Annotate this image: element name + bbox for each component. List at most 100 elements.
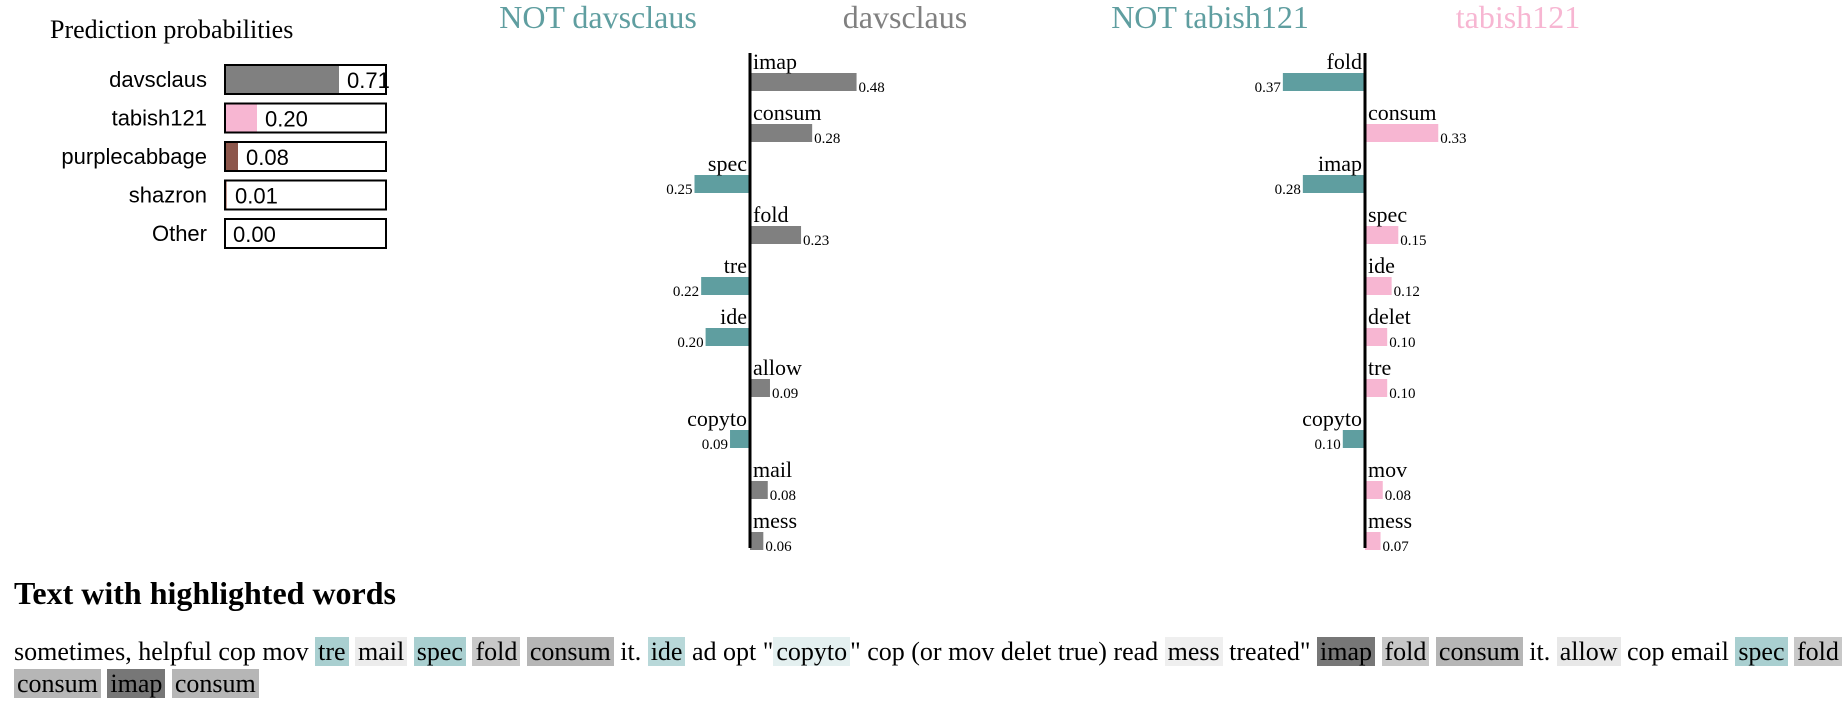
probability-value: 0.20 [265,107,308,132]
highlighted-word: fold [1381,637,1430,666]
feature-label: fold [1327,49,1362,74]
probability-value: 0.01 [235,184,278,209]
feature-bar [750,379,770,397]
probability-bar [225,65,339,94]
feature-value: 0.23 [803,233,829,249]
highlighted-word: spec [413,637,466,666]
highlighted-word: consum [14,669,101,698]
highlighted-word: ide [647,637,686,666]
feature-label: ide [720,304,747,329]
plain-text: treated" [1222,637,1318,666]
feature-value: 0.33 [1440,131,1466,147]
feature-label: copyto [1302,406,1362,431]
feature-label: mess [1368,508,1412,533]
feature-bar [1365,532,1381,550]
probabilities-title: Prediction probabilities [50,15,293,44]
plain-text [407,637,414,666]
feature-value: 0.07 [1383,539,1410,555]
highlighted-word: copyto [773,637,851,666]
feature-label: spec [708,151,747,176]
probability-value: 0.08 [246,145,289,170]
feature-value: 0.09 [772,386,798,402]
probability-label: purplecabbage [61,144,207,169]
probability-box [224,141,387,172]
feature-label: copyto [687,406,747,431]
feature-bar [1365,277,1392,295]
feature-bar [750,481,768,499]
highlighted-word: fold [1794,637,1842,666]
highlighted-word: imap [1317,637,1376,666]
highlighted-text-body: sometimes, helpful cop mov tre mail spec… [14,636,1844,700]
class-label-positive: davsclaus [843,0,967,35]
feature-bar [1342,430,1365,448]
feature-value: 0.48 [859,80,885,96]
highlighted-word: mail [355,637,408,666]
plain-text [520,637,527,666]
feature-bar [701,277,750,295]
highlighted-word: imap [107,669,166,698]
feature-value: 0.08 [770,488,796,504]
feature-value: 0.10 [1315,437,1341,453]
highlighted-word: tre [315,637,349,666]
feature-bar [750,226,802,244]
probability-bar [225,103,257,133]
plain-text [1429,637,1436,666]
plain-text: ad opt " [685,637,774,666]
feature-label: tre [724,253,747,278]
plain-text [1375,637,1382,666]
class-label-positive: tabish121 [1456,0,1580,35]
feature-label: imap [1318,151,1362,176]
probability-box [224,64,387,95]
plain-text: it. [613,637,648,666]
probability-box [224,102,387,134]
highlighted-word: allow [1556,637,1621,666]
feature-bar [1365,328,1388,346]
highlighted-text-title: Text with highlighted words [14,575,396,611]
class-label-negative: NOT davsclaus [499,0,697,35]
feature-value: 0.06 [765,539,792,555]
feature-value: 0.08 [1385,488,1411,504]
feature-label: allow [753,355,802,380]
feature-label: fold [753,202,788,227]
feature-label: spec [1368,202,1407,227]
feature-bar [750,532,764,550]
feature-bar [1282,73,1365,91]
feature-label: mess [753,508,797,533]
highlighted-word: fold [472,637,521,666]
feature-value: 0.28 [814,131,840,147]
feature-label: consum [1368,100,1436,125]
feature-label: tre [1368,355,1391,380]
highlighted-word: spec [1735,637,1788,666]
feature-bar [750,124,813,142]
plain-text: sometimes, helpful cop mov [14,637,316,666]
feature-label: ide [1368,253,1395,278]
feature-bar [1365,124,1439,142]
feature-value: 0.25 [666,182,692,198]
feature-value: 0.10 [1389,335,1415,351]
feature-bar [1365,379,1388,397]
probability-label: davsclaus [109,67,207,92]
feature-bar [1302,175,1365,193]
highlighted-word: mess [1164,637,1223,666]
probability-box [224,218,387,249]
highlighted-word: consum [526,637,614,666]
feature-value: 0.37 [1255,80,1282,96]
explanation-chart-tabish121: NOT tabish121 tabish121 fold 0.37 consum0.33… [1111,0,1580,555]
probability-label: tabish121 [112,106,207,131]
class-label-negative: NOT tabish121 [1111,0,1309,35]
probability-label: Other [152,221,207,246]
feature-value: 0.10 [1389,386,1415,402]
probability-value: 0.71 [347,68,390,93]
plain-text: " cop (or mov delet true) read [850,637,1165,666]
probability-bar [225,142,238,171]
feature-value: 0.12 [1394,284,1420,300]
highlighted-word: consum [1435,637,1523,666]
probability-value: 0.00 [233,222,276,247]
feature-bar [705,328,750,346]
feature-bar [694,175,750,193]
feature-value: 0.09 [702,437,728,453]
feature-label: imap [753,49,797,74]
feature-bar [750,73,857,91]
feature-label: delet [1368,304,1411,329]
